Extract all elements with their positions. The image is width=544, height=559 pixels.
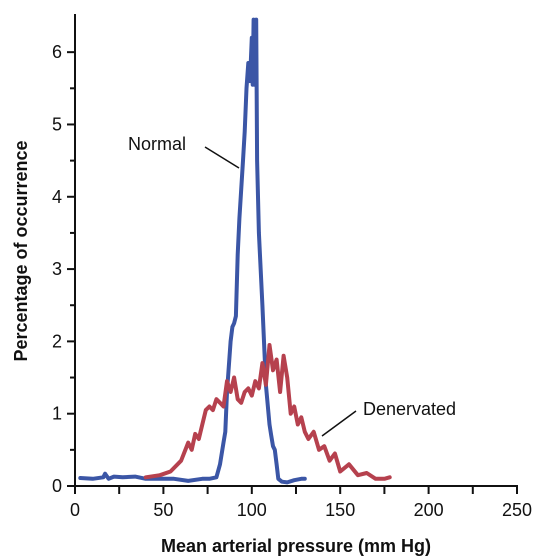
y-tick-label: 2 <box>52 331 62 351</box>
y-tick-label: 3 <box>52 259 62 279</box>
x-tick-label: 200 <box>414 500 444 520</box>
y-tick-label: 5 <box>52 114 62 134</box>
y-tick-label: 0 <box>52 476 62 496</box>
x-axis-title: Mean arterial pressure (mm Hg) <box>161 536 431 556</box>
x-tick-label: 250 <box>502 500 532 520</box>
y-tick-label: 6 <box>52 42 62 62</box>
series-line-normal <box>78 17 307 485</box>
series <box>78 17 392 485</box>
x-tick-label: 50 <box>153 500 173 520</box>
x-tick-label: 150 <box>325 500 355 520</box>
annotation-label-denervated: Denervated <box>363 399 456 419</box>
series-line-denervated <box>143 343 392 481</box>
y-axis-title: Percentage of occurrence <box>11 140 31 361</box>
ticks: 0 1 2 3 4 5 6 0 50 100 150 200 250 <box>52 42 532 520</box>
annotation-leader-normal <box>204 146 240 169</box>
y-tick-label: 1 <box>52 404 62 424</box>
y-tick-label: 4 <box>52 187 62 207</box>
annotation-leader-denervated <box>321 410 357 437</box>
annotation-label-normal: Normal <box>128 134 186 154</box>
annotations: Normal Denervated <box>128 134 456 437</box>
x-tick-label: 0 <box>70 500 80 520</box>
x-tick-label: 100 <box>237 500 267 520</box>
